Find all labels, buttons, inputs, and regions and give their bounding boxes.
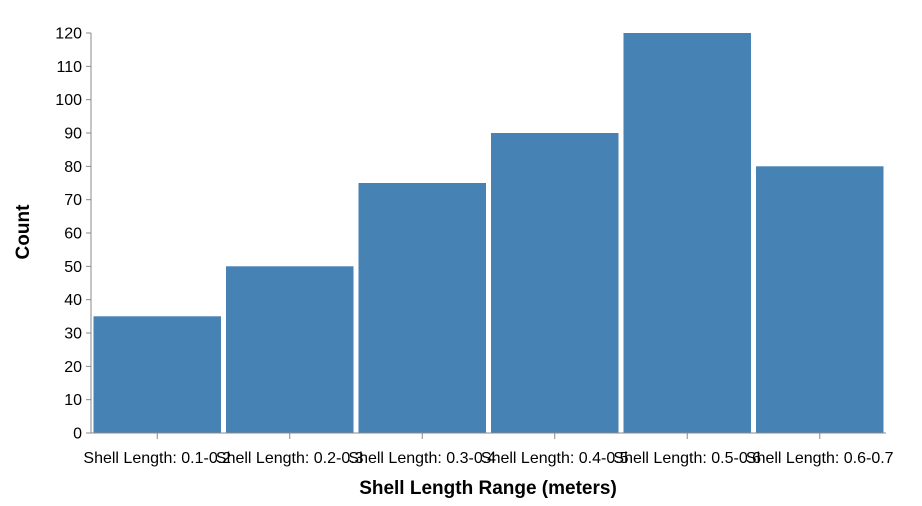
y-axis-title: Count bbox=[13, 204, 34, 260]
x-tick-label: Shell Length: 0.4-0.5 bbox=[481, 450, 629, 467]
y-tick-label: 80 bbox=[64, 159, 82, 176]
bar bbox=[491, 133, 619, 433]
x-tick-label: Shell Length: 0.1-0.2 bbox=[83, 450, 231, 467]
x-tick-label: Shell Length: 0.2-0.3 bbox=[216, 450, 364, 467]
bars-group bbox=[93, 33, 884, 434]
y-tick-label: 70 bbox=[64, 192, 82, 209]
x-axis-title: Shell Length Range (meters) bbox=[359, 478, 617, 499]
x-tick-label: Shell Length: 0.6-0.7 bbox=[746, 450, 894, 467]
y-tick-label: 90 bbox=[64, 126, 82, 143]
y-axis: 0 10 20 30 40 50 60 70 80 90 100 110 120 bbox=[55, 26, 92, 443]
bar bbox=[93, 316, 221, 433]
y-tick-label: 50 bbox=[64, 259, 82, 276]
y-tick-label: 20 bbox=[64, 359, 82, 376]
bar bbox=[623, 33, 751, 433]
y-tick-label: 120 bbox=[55, 26, 82, 43]
y-tick-label: 100 bbox=[55, 92, 82, 109]
bar bbox=[226, 266, 354, 433]
y-tick-label: 10 bbox=[64, 392, 82, 409]
x-tick-label: Shell Length: 0.5-0.6 bbox=[613, 450, 761, 467]
x-tick-label: Shell Length: 0.3-0.4 bbox=[348, 450, 496, 467]
bar bbox=[756, 166, 884, 434]
y-tick-label: 60 bbox=[64, 226, 82, 243]
y-tick-label: 0 bbox=[73, 426, 82, 443]
y-tick-label: 110 bbox=[56, 59, 82, 76]
y-tick-label: 40 bbox=[64, 292, 82, 309]
bar bbox=[358, 183, 486, 433]
y-tick-label: 30 bbox=[64, 326, 82, 343]
